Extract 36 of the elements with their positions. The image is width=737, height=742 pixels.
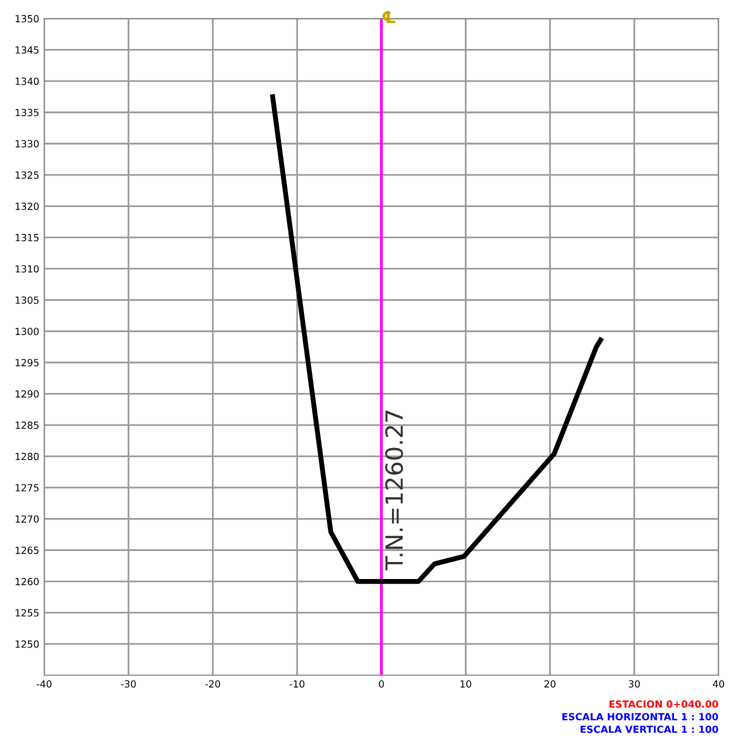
y-tick-label: 1295 <box>16 359 39 366</box>
y-tick-label: 1270 <box>16 515 39 523</box>
y-tick-label: 1255 <box>16 609 39 617</box>
x-tick-label: -30 <box>121 680 136 688</box>
y-tick-label: 1330 <box>16 140 39 148</box>
y-tick-label: 1350 <box>16 15 39 22</box>
y-tick-label: 1340 <box>16 78 39 85</box>
y-tick-label: 1310 <box>16 265 39 273</box>
x-tick-label: 40 <box>712 680 724 688</box>
y-tick-label: 1285 <box>16 422 39 429</box>
text: ESCALA VERTICAL 1 : 100 <box>580 726 718 733</box>
y-tick-label: 1265 <box>16 546 39 554</box>
text: ESCALA HORIZONTAL 1 : 100 <box>562 712 718 720</box>
y-tick-label: 1345 <box>16 46 39 54</box>
y-tick-label: 1335 <box>16 108 39 116</box>
line-series <box>270 94 603 584</box>
y-tick-label: 1320 <box>16 202 39 210</box>
x-tick-label: -20 <box>205 680 220 688</box>
x-tick-label: 0 <box>378 680 384 688</box>
x-tick-label: 20 <box>544 680 556 688</box>
y-tick-label: 1300 <box>16 328 39 336</box>
annotation: T.N.=1260.27 <box>385 410 404 570</box>
y-tick-label: 1280 <box>16 452 39 460</box>
y-tick-label: 1275 <box>16 484 39 492</box>
x-tick-label: -40 <box>36 680 52 688</box>
y-tick-label: 1305 <box>16 296 39 304</box>
ref-line-label: ℄ <box>382 11 396 24</box>
x-tick-label: -10 <box>290 680 304 688</box>
y-tick-label: 1315 <box>16 234 39 242</box>
y-tick-label: 1290 <box>16 390 39 398</box>
y-tick-label: 1260 <box>16 578 39 586</box>
y-tick-label: 1325 <box>16 171 39 179</box>
x-tick-label: 10 <box>460 680 472 688</box>
x-tick-label: 30 <box>628 680 640 688</box>
y-tick-label: 1250 <box>16 640 39 648</box>
text: ESTACION 0+040.00 <box>609 700 718 708</box>
